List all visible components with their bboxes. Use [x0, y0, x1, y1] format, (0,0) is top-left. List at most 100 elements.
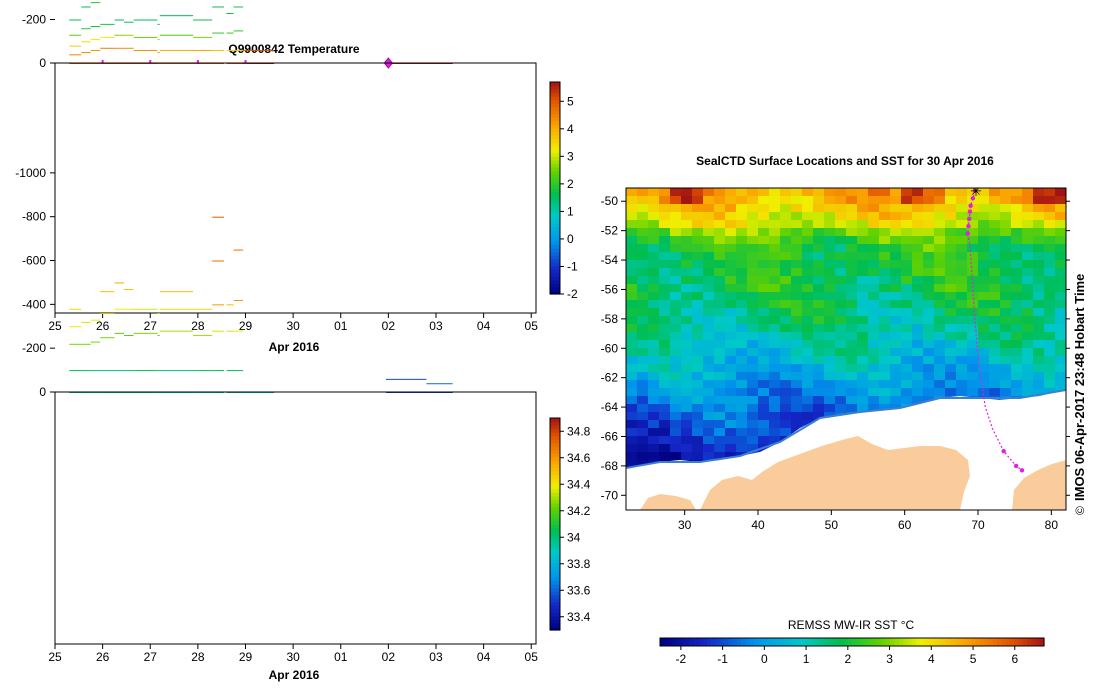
sst-cell	[989, 292, 1001, 301]
sst-cell	[626, 244, 638, 253]
sst-cell	[879, 332, 891, 341]
colorbar-segment	[550, 103, 560, 108]
sst-cell	[824, 196, 836, 205]
colorbar-segment	[550, 195, 560, 200]
sst-cell	[769, 244, 781, 253]
map-frame	[625, 187, 1067, 511]
sst-cell	[1000, 220, 1012, 229]
colorbar-segment	[550, 601, 560, 606]
sst-cell	[890, 252, 902, 261]
sst-cell	[934, 268, 946, 277]
sst-cell	[846, 324, 858, 333]
map-y-tick-label: -62	[601, 371, 619, 385]
sst-cell	[681, 268, 693, 277]
sst-cell	[879, 276, 891, 285]
sst-cell	[967, 212, 979, 221]
sst-cell	[934, 260, 946, 269]
sst-cell	[879, 348, 891, 357]
profile-cell	[124, 308, 134, 310]
sst-cell	[1044, 260, 1056, 269]
sst-cell	[791, 364, 803, 373]
sst-cell	[824, 316, 836, 325]
sst-cell	[1055, 356, 1066, 365]
sst-cell	[890, 324, 902, 333]
sst-colorbar-segment	[745, 638, 751, 646]
colorbar-segment	[550, 163, 560, 168]
sst-cell	[703, 196, 715, 205]
sst-cell	[978, 196, 990, 205]
colorbar-segment	[550, 608, 560, 613]
sst-cell	[637, 236, 649, 245]
sst-cell	[868, 268, 880, 277]
profile-cell	[157, 335, 160, 337]
sst-cell	[868, 324, 880, 333]
sst-cell	[637, 308, 649, 317]
sst-cell	[967, 252, 979, 261]
sst-cell	[758, 380, 770, 389]
salinity-section-panel: 25 26 27 28 29 30 01 02 03 04 05 0-200-400-600-800…	[15, 166, 590, 682]
profile-cell	[90, 49, 101, 51]
sst-cell	[813, 348, 825, 357]
sst-cell	[956, 244, 968, 253]
sst-cell	[1033, 284, 1045, 293]
sst-cell	[703, 308, 715, 317]
sst-cell	[868, 396, 880, 405]
sst-cell	[846, 220, 858, 229]
sst-cell	[747, 260, 759, 269]
sst-cell	[802, 380, 814, 389]
colorbar-tick-label: 2	[567, 177, 574, 191]
sst-cell	[681, 324, 693, 333]
colorbar-segment	[550, 594, 560, 599]
colorbar-segment	[550, 569, 560, 575]
colorbar-segment	[550, 495, 560, 500]
sst-cell	[758, 260, 770, 269]
sst-cell	[692, 228, 704, 237]
sst-cell	[956, 372, 968, 381]
colorbar-segment	[550, 82, 560, 87]
sst-cell	[758, 396, 770, 405]
sst-cell	[1055, 236, 1066, 245]
sst-cell	[725, 412, 737, 421]
sst-cell	[846, 356, 858, 365]
sst-cell	[967, 220, 979, 229]
sst-cell	[736, 324, 748, 333]
sst-cell	[945, 212, 957, 221]
colorbar-segment	[550, 488, 560, 493]
sst-cell	[989, 268, 1001, 277]
temperature-x-ticks: 25 26 27 28 29 30 01 02 03 04 05	[48, 313, 538, 333]
sst-cell	[1000, 276, 1012, 285]
sst-colorbar-tick-label: 2	[844, 652, 851, 666]
sst-cell	[978, 348, 990, 357]
colorbar-tick-label: 4	[567, 122, 574, 136]
sst-cell	[659, 372, 671, 381]
sst-cell	[791, 300, 803, 309]
sst-cell	[901, 308, 913, 317]
sst-cell	[923, 316, 935, 325]
track-point	[966, 224, 971, 229]
sst-cell	[769, 372, 781, 381]
sst-cell	[802, 276, 814, 285]
sst-cell	[626, 452, 638, 461]
sst-cell	[835, 316, 847, 325]
colorbar-segment	[550, 520, 560, 525]
sst-colorbar-segment	[971, 638, 977, 646]
profile-cell	[69, 45, 82, 47]
map-x-tick-label: 40	[751, 518, 765, 532]
sst-cell	[989, 196, 1001, 205]
profile-cell	[212, 216, 225, 218]
sst-cell	[813, 228, 825, 237]
sst-cell	[747, 420, 759, 429]
sst-cell	[1033, 204, 1045, 213]
sst-cell	[989, 276, 1001, 285]
sst-cell	[868, 260, 880, 269]
sst-colorbar-frame	[659, 637, 1045, 647]
sst-cell	[692, 204, 704, 213]
sst-cell	[692, 324, 704, 333]
sst-colorbar-segment	[732, 638, 738, 646]
colorbar-segment	[550, 106, 560, 111]
sst-cell	[835, 372, 847, 381]
colorbar-segment	[550, 555, 560, 560]
sst-cell	[670, 196, 682, 205]
profile-cell	[233, 49, 244, 51]
sst-cell	[1033, 316, 1045, 325]
